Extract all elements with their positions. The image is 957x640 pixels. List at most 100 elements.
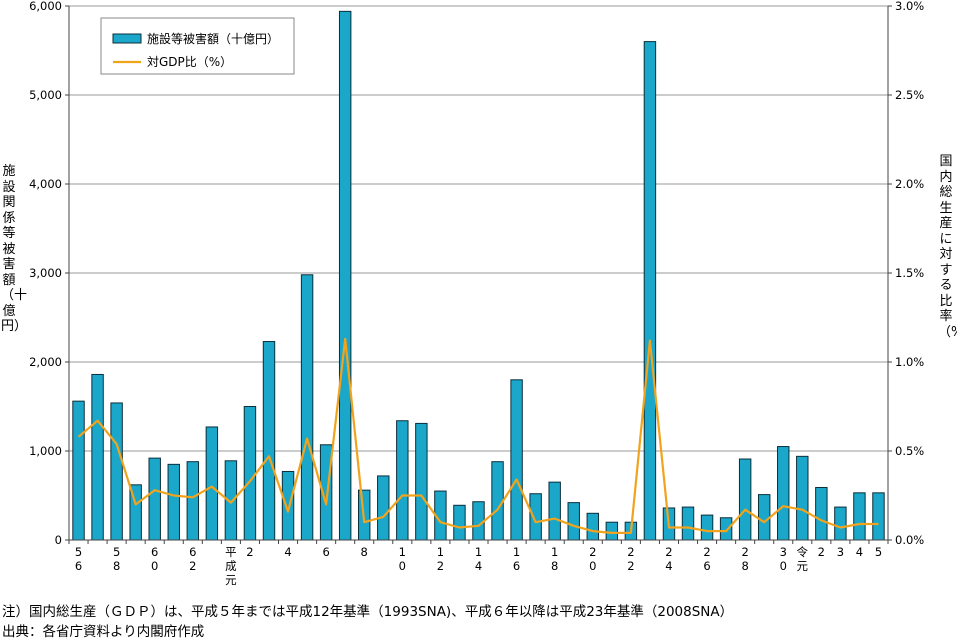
x-tick-label: 3: [837, 545, 844, 559]
x-tick-label: 8: [113, 559, 120, 573]
y-right-tick-label: 0.0%: [895, 533, 924, 547]
x-tick-label: 8: [741, 559, 748, 573]
y-left-tick-label: 0: [55, 533, 62, 547]
x-tick-label: 2: [589, 545, 596, 559]
bar: [643, 41, 657, 541]
y-left-tick-label: 5,000: [29, 88, 62, 102]
bar: [186, 461, 200, 541]
bar: [396, 420, 409, 541]
x-tick-label: 5: [75, 545, 82, 559]
x-tick-label: 2: [818, 545, 825, 559]
bar: [72, 400, 85, 541]
x-tick-label: 2: [741, 545, 748, 559]
bar: [777, 446, 790, 541]
x-tick-label: 6: [75, 559, 82, 573]
source-text: 出典：各省庁資料より内閣府作成: [2, 624, 205, 640]
x-tick-label: 4: [475, 559, 482, 573]
x-tick-label: 2: [665, 545, 672, 559]
bar: [681, 506, 695, 541]
bar: [243, 406, 257, 541]
note-text: 注）国内総生産（ＧＤＰ）は、平成５年までは平成12年基準（1993SNA)、平成…: [2, 604, 734, 620]
y-right-tick-label: 0.5%: [895, 444, 924, 458]
x-tick-label: 成: [225, 559, 237, 573]
y-right-tick-label: 1.0%: [895, 355, 924, 369]
bar: [472, 501, 485, 541]
x-tick-label: 2: [627, 559, 634, 573]
x-tick-label: 0: [589, 559, 596, 573]
bar: [529, 493, 542, 541]
x-tick-label: 4: [665, 559, 672, 573]
x-tick-label: 2: [189, 559, 196, 573]
bar: [700, 514, 714, 541]
y-left-tick-label: 3,000: [29, 266, 62, 280]
bar: [586, 512, 599, 541]
x-tick-label: 1: [513, 545, 520, 559]
y-left-tick-label: 4,000: [29, 177, 62, 191]
bar: [415, 422, 428, 541]
x-tick-label: 令: [797, 545, 809, 559]
y-right-tick-label: 3.0%: [895, 0, 924, 13]
bar: [853, 492, 866, 541]
bar: [872, 492, 885, 541]
gdp-ratio-line: [77, 337, 879, 535]
x-tick-label: 6: [703, 559, 710, 573]
y-left-axis-title: 施設関係等被害額（十億円）: [1, 164, 28, 334]
bar: [167, 463, 180, 541]
bar: [834, 506, 847, 541]
x-tick-label: 元: [225, 573, 237, 587]
x-tick-label: 2: [246, 545, 253, 559]
x-tick-label: 8: [551, 559, 558, 573]
x-tick-label: 0: [151, 559, 158, 573]
x-tick-label: 5: [875, 545, 882, 559]
bar: [281, 470, 295, 541]
bar: [605, 521, 619, 541]
y-left-tick-label: 2,000: [29, 355, 62, 369]
x-tick-label: 3: [780, 545, 787, 559]
x-tick-label: 1: [399, 545, 406, 559]
bar: [567, 502, 580, 541]
legend-line-label: 対GDP比（%）: [147, 55, 232, 69]
bar: [510, 379, 523, 541]
y-right-axis-title: 国内総生産に対する比率（%）: [938, 154, 957, 340]
legend-box: [100, 17, 295, 75]
x-tick-label: 0: [780, 559, 787, 573]
bar: [148, 457, 161, 541]
x-tick-label: 1: [437, 545, 444, 559]
bar: [719, 517, 733, 541]
y-right-tick-label: 2.0%: [895, 177, 924, 191]
x-tick-label: 元: [797, 559, 809, 573]
y-right-tick-label: 2.5%: [895, 88, 924, 102]
x-tick-label: 平: [225, 545, 237, 559]
bar: [453, 504, 466, 541]
x-tick-label: 2: [627, 545, 634, 559]
chart: 0 0.0% 1,000 0.5% 2,000 1.0% 3,000 1.5% 4,000 2.0…: [29, 0, 924, 587]
bar: [262, 341, 276, 541]
x-tick-label: 1: [475, 545, 482, 559]
legend-bar-swatch: [112, 33, 142, 44]
y-right-tick-label: 1.5%: [895, 266, 924, 280]
x-tick-label: 6: [322, 545, 329, 559]
bar: [110, 402, 123, 541]
x-tick-label: 6: [189, 545, 196, 559]
x-tick-label: 0: [399, 559, 406, 573]
y-left-tick-label: 1,000: [29, 444, 62, 458]
x-tick-label: 8: [361, 545, 368, 559]
bar: [205, 426, 219, 541]
bar: [738, 458, 752, 541]
legend-bar-label: 施設等被害額（十億円）: [147, 31, 279, 46]
bar: [338, 10, 352, 541]
bar: [377, 475, 390, 541]
bar: [300, 274, 314, 541]
x-tick-label: 6: [513, 559, 520, 573]
x-tick-label: 4: [284, 545, 291, 559]
x-tick-label: 1: [551, 545, 558, 559]
x-tick-label: 6: [151, 545, 158, 559]
x-tick-label: 2: [703, 545, 710, 559]
bar: [548, 481, 561, 541]
bar: [757, 494, 771, 541]
x-tick-label: 4: [856, 545, 863, 559]
bar: [491, 461, 504, 541]
x-tick-label: 5: [113, 545, 120, 559]
y-left-tick-label: 6,000: [29, 0, 62, 13]
x-tick-label: 2: [437, 559, 444, 573]
